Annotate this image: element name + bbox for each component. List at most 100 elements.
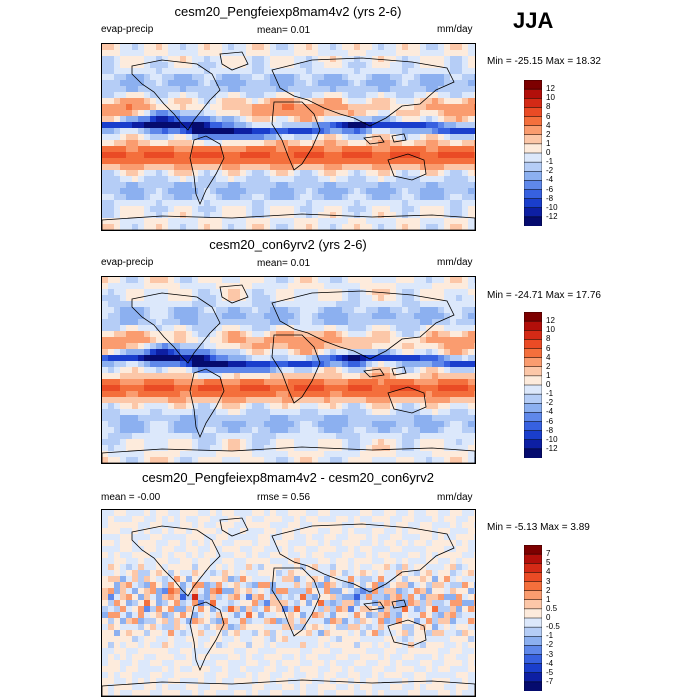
colorbar-swatch	[524, 375, 542, 386]
colorbar-tick-label: 0	[546, 380, 551, 389]
colorbar-swatch	[524, 599, 542, 610]
colorbar-tick-label: -3	[546, 649, 554, 659]
colorbar-tick-label: -2	[546, 166, 554, 176]
colorbar-swatch	[524, 439, 542, 450]
map-field	[102, 44, 475, 230]
coastline	[271, 57, 455, 127]
colorbar-swatch	[524, 339, 542, 350]
colorbar-tick-label: 8	[546, 334, 551, 344]
colorbar-swatch	[524, 216, 542, 226]
coastline	[391, 366, 407, 376]
colorbar-tick-label: -4	[546, 658, 554, 668]
colorbar-tick-label: 12	[546, 316, 555, 326]
colorbar-swatch	[524, 125, 542, 136]
colorbar-swatch	[524, 403, 542, 413]
colorbar-swatch	[524, 672, 542, 683]
colorbar-swatch	[524, 545, 542, 555]
colorbar-swatch	[524, 636, 542, 646]
colorbar-tick-label: -2	[546, 398, 554, 408]
coastline	[391, 599, 407, 609]
colorbar-tick-label: -10	[546, 434, 558, 444]
coastline	[131, 59, 221, 131]
colorbar-swatch	[524, 581, 542, 592]
coastline	[363, 135, 385, 145]
panel-2-colorbar: 12 10 8 6 4 2 1 0 -1 -2 -4 -6 -8 -10 -12	[524, 312, 558, 458]
colorbar-tick-label: 5	[546, 558, 551, 568]
colorbar-tick-label: 2	[546, 361, 551, 371]
panel-3-minmax: Min = -5.13 Max = 3.89	[487, 522, 590, 533]
colorbar-tick-label: 6	[546, 111, 551, 121]
colorbar-swatch	[524, 88, 542, 99]
colorbar-tick-label: 4	[546, 120, 551, 130]
colorbar-tick-label: -1	[546, 389, 554, 399]
coastline	[271, 567, 321, 637]
colorbar-swatch	[524, 161, 542, 172]
colorbar-tick-label: 1	[546, 370, 551, 380]
coastline	[271, 523, 455, 593]
colorbar-swatch	[524, 393, 542, 404]
colorbar-tick-label: -4	[546, 175, 554, 185]
colorbar-tick-label: -7	[546, 676, 554, 686]
colorbar-swatch	[524, 572, 542, 583]
coastline	[219, 284, 249, 304]
colorbar-tick-label: 6	[546, 343, 551, 353]
colorbar-tick-label: 8	[546, 102, 551, 112]
colorbar-swatch	[524, 357, 542, 368]
colorbar-tick-label: -5	[546, 667, 554, 677]
colorbar-swatch	[524, 198, 542, 209]
panel-2-map	[101, 276, 476, 464]
colorbar-swatch	[524, 107, 542, 118]
coastline	[102, 446, 475, 463]
coastline	[363, 601, 385, 611]
panel-1-title: cesm20_Pengfeiexp8mam4v2 (yrs 2-6)	[174, 4, 402, 19]
panel-2-center-label: mean= 0.01	[257, 258, 311, 269]
panel-3-colorbar: 7 5 4 3 2 1 0.5 0 -0.5 -1 -2 -3 -4 -5 -7	[524, 545, 560, 691]
colorbar-swatch	[524, 608, 542, 619]
colorbar-swatch	[524, 421, 542, 432]
panel-1-center-label: mean= 0.01	[257, 25, 311, 36]
colorbar-swatch	[524, 80, 542, 90]
panel-3-left-label: mean = -0.00	[101, 492, 161, 503]
colorbar-swatch	[524, 171, 542, 181]
colorbar-tick-label: -4	[546, 407, 554, 417]
coastline	[219, 51, 249, 71]
colorbar-tick-label: 1	[546, 594, 551, 604]
colorbar-tick-label: 2	[546, 129, 551, 139]
colorbar-swatch	[524, 330, 542, 340]
colorbar-swatch	[524, 412, 542, 423]
coastline	[131, 525, 221, 597]
colorbar-tick-label: -6	[546, 184, 554, 194]
colorbar-tick-label: -0.5	[546, 622, 560, 632]
colorbar-swatch	[524, 207, 542, 218]
colorbar-swatch	[524, 448, 542, 458]
coastline	[189, 368, 225, 439]
colorbar-tick-label: 10	[546, 325, 555, 335]
colorbar-tick-label: -12	[546, 443, 558, 453]
colorbar-tick-label: -2	[546, 640, 554, 650]
panel-2-units: mm/day	[437, 257, 473, 268]
colorbar-swatch	[524, 563, 542, 573]
panel-3-map	[101, 509, 476, 697]
coastline	[102, 679, 475, 696]
colorbar-swatch	[524, 553, 542, 564]
colorbar-tick-label: 2	[546, 585, 551, 595]
coastlines	[102, 284, 475, 463]
colorbar-swatch	[524, 143, 542, 154]
map-field	[102, 510, 475, 696]
colorbar-tick-label: 1	[546, 138, 551, 148]
colorbar-swatch	[524, 320, 542, 331]
coastline	[219, 517, 249, 537]
colorbar-swatch	[524, 626, 542, 637]
panel-1-map	[101, 43, 476, 231]
panel-1-minmax: Min = -25.15 Max = 18.32	[487, 56, 601, 67]
colorbar-tick-label: -1	[546, 631, 554, 641]
coastline	[387, 386, 427, 414]
panel-2-left-label: evap-precip	[101, 257, 154, 268]
colorbar-swatch	[524, 152, 542, 163]
coastline	[387, 619, 427, 647]
colorbar-swatch	[524, 348, 542, 359]
colorbar-swatch	[524, 663, 542, 674]
colorbar-swatch	[524, 645, 542, 656]
coastline	[391, 133, 407, 143]
colorbar-swatch	[524, 681, 542, 691]
